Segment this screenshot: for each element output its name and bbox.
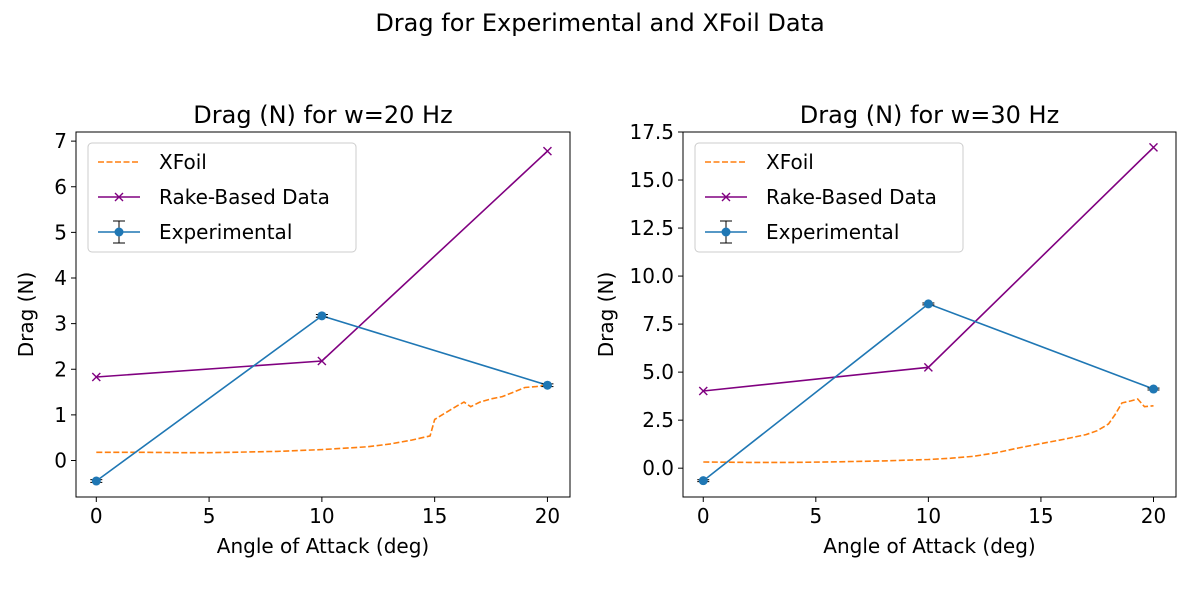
x-tick-label: 5	[809, 504, 822, 528]
figure-suptitle: Drag for Experimental and XFoil Data	[375, 9, 824, 37]
y-tick-label: 17.5	[629, 120, 674, 144]
y-tick-label: 5.0	[642, 360, 674, 384]
rake-data-point	[91, 372, 101, 382]
y-tick-label: 15.0	[629, 168, 674, 192]
legend-marker-circle	[721, 227, 731, 237]
series-line-experimental	[95, 315, 548, 482]
experimental-data-point	[923, 299, 933, 309]
rake-data-point	[698, 386, 708, 396]
chart-title: Drag (N) for w=30 Hz	[800, 101, 1059, 129]
legend-marker-x	[114, 192, 124, 202]
legend-label: XFoil	[159, 150, 207, 174]
chart-panel-30hz: Drag (N) for w=30 Hz 0 5 10 15 20 0.0 2.5 5.0 7.5…	[594, 101, 1177, 558]
y-axis-label: Drag (N)	[14, 272, 38, 358]
x-tick-label: 20	[535, 504, 560, 528]
y-tick-label: 10.0	[629, 264, 674, 288]
y-tick-label: 0	[54, 449, 67, 473]
y-tick-label: 12.5	[629, 216, 674, 240]
rake-data-point	[1148, 142, 1158, 152]
y-tick-label: 4	[54, 266, 67, 290]
legend-label: Experimental	[766, 220, 899, 244]
axes-frame	[682, 131, 1177, 498]
x-tick-label: 15	[422, 504, 447, 528]
x-tick-label: 0	[90, 504, 103, 528]
legend: XFoil Rake-Based Data Experimental	[87, 142, 357, 253]
rake-data-point	[542, 146, 552, 156]
y-tick-label: 2.5	[642, 408, 674, 432]
x-tick-label: 10	[309, 504, 334, 528]
legend-marker-circle	[114, 227, 124, 237]
rake-data-point	[317, 356, 327, 366]
legend-label: Experimental	[159, 220, 292, 244]
x-tick-label: 5	[203, 504, 216, 528]
y-tick-label: 0.0	[642, 456, 674, 480]
experimental-data-point	[1148, 384, 1158, 394]
x-tick-label: 0	[697, 504, 710, 528]
x-axis-label: Angle of Attack (deg)	[217, 534, 429, 558]
series-line-xfoil	[703, 398, 1154, 464]
y-tick-label: 2	[54, 357, 67, 381]
chart-title: Drag (N) for w=20 Hz	[193, 101, 452, 129]
legend-box	[87, 142, 357, 253]
experimental-data-point	[317, 311, 327, 321]
y-tick-label: 6	[54, 175, 67, 199]
y-tick-label: 1	[54, 403, 67, 427]
x-tick-label: 20	[1141, 504, 1166, 528]
rake-data-point	[923, 362, 933, 372]
y-tick-label: 7.5	[642, 312, 674, 336]
legend: XFoil Rake-Based Data Experimental	[694, 142, 964, 253]
y-axis-label: Drag (N)	[594, 272, 618, 358]
y-tick-label: 3	[54, 312, 67, 336]
x-tick-label: 15	[1028, 504, 1053, 528]
series-line-xfoil	[96, 384, 548, 454]
legend-label: Rake-Based Data	[159, 185, 330, 209]
experimental-data-point	[698, 476, 708, 486]
x-tick-label: 10	[916, 504, 941, 528]
legend-marker-x	[721, 192, 731, 202]
experimental-data-point	[542, 380, 552, 390]
legend-label: Rake-Based Data	[766, 185, 937, 209]
legend-label: XFoil	[766, 150, 814, 174]
experimental-data-point	[91, 476, 101, 486]
chart-panel-20hz: Drag (N) for w=20 Hz 0 5 10 15 20 0 1 2 3 4 5 6 7 Angl…	[14, 101, 571, 558]
series-line-experimental	[702, 302, 1154, 482]
x-axis-label: Angle of Attack (deg)	[823, 534, 1035, 558]
y-tick-label: 7	[54, 129, 67, 153]
legend-box	[694, 142, 964, 253]
y-tick-label: 5	[54, 220, 67, 244]
axes-frame	[75, 131, 571, 498]
